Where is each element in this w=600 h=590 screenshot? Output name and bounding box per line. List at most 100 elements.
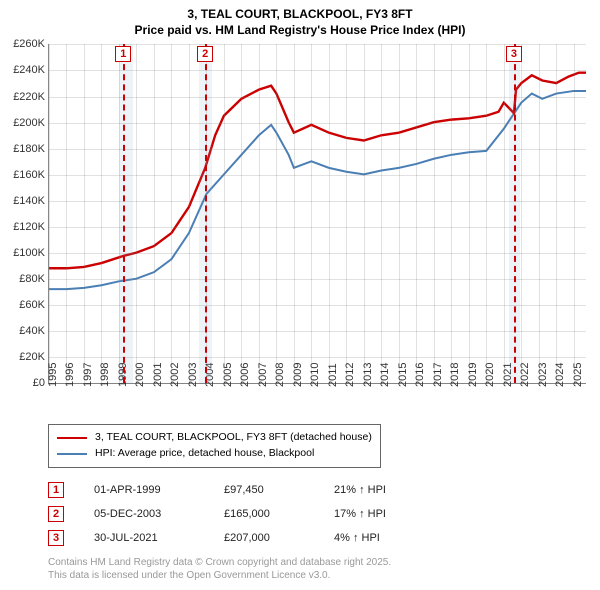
sale-date: 05-DEC-2003 [94, 508, 194, 520]
sales-table: 101-APR-1999£97,45021% ↑ HPI205-DEC-2003… [48, 482, 592, 546]
ytick-label: £140K [13, 195, 49, 207]
xtick-label: 1997 [82, 363, 94, 387]
xtick-label: 2022 [519, 363, 531, 387]
ytick-label: £160K [13, 169, 49, 181]
annotation-marker: 3 [506, 46, 522, 62]
xtick-label: 2000 [134, 363, 146, 387]
legend: 3, TEAL COURT, BLACKPOOL, FY3 8FT (detac… [48, 424, 381, 468]
xtick-label: 1996 [64, 363, 76, 387]
gridline-v [574, 44, 575, 383]
gridline-v [49, 44, 50, 383]
xtick-label: 2013 [362, 363, 374, 387]
gridline-v [241, 44, 242, 383]
annotation-line [205, 44, 207, 383]
sale-date: 01-APR-1999 [94, 484, 194, 496]
sale-price: £207,000 [224, 532, 304, 544]
ytick-label: £80K [19, 273, 49, 285]
sale-price: £97,450 [224, 484, 304, 496]
ytick-label: £260K [13, 38, 49, 50]
xtick-label: 1998 [99, 363, 111, 387]
gridline-v [364, 44, 365, 383]
gridline-v [399, 44, 400, 383]
title-block: 3, TEAL COURT, BLACKPOOL, FY3 8FT Price … [8, 6, 592, 38]
ytick-label: £200K [13, 117, 49, 129]
chart-area: £0£20K£40K£60K£80K£100K£120K£140K£160K£1… [48, 44, 586, 414]
sale-index-badge: 3 [48, 530, 64, 546]
sale-row: 2 05-DEC-2003 £165,000 17% ↑ HPI [48, 506, 592, 522]
xtick-label: 2007 [257, 363, 269, 387]
gridline-v [521, 44, 522, 383]
gridline-v [136, 44, 137, 383]
sale-row: 101-APR-1999£97,45021% ↑ HPI [48, 482, 592, 498]
legend-swatch [57, 453, 87, 455]
legend-label: HPI: Average price, detached house, Blac… [95, 446, 314, 462]
xtick-label: 2020 [484, 363, 496, 387]
gridline-v [381, 44, 382, 383]
gridline-v [171, 44, 172, 383]
legend-swatch [57, 437, 87, 439]
gridline-v [84, 44, 85, 383]
gridline-v [189, 44, 190, 383]
gridline-v [539, 44, 540, 383]
ytick-label: £120K [13, 221, 49, 233]
gridline-v [434, 44, 435, 383]
xtick-label: 2002 [169, 363, 181, 387]
gridline-v [329, 44, 330, 383]
gridline-v [294, 44, 295, 383]
plot-region: £0£20K£40K£60K£80K£100K£120K£140K£160K£1… [48, 44, 586, 384]
gridline-v [224, 44, 225, 383]
gridline-v [276, 44, 277, 383]
xtick-label: 2003 [187, 363, 199, 387]
sale-hpi: 17% ↑ HPI [334, 508, 414, 520]
gridline-v [504, 44, 505, 383]
ytick-label: £240K [13, 64, 49, 76]
gridline-v [416, 44, 417, 383]
sale-row: 3 30-JUL-2021 £207,000 4% ↑ HPI [48, 530, 592, 546]
ytick-label: £20K [19, 351, 49, 363]
xtick-label: 2023 [537, 363, 549, 387]
gridline-v [311, 44, 312, 383]
xtick-label: 2005 [222, 363, 234, 387]
sale-index-badge: 2 [48, 506, 64, 522]
xtick-label: 2018 [449, 363, 461, 387]
attribution-line-1: Contains HM Land Registry data © Crown c… [48, 556, 592, 570]
sale-hpi: 4% ↑ HPI [334, 532, 414, 544]
xtick-label: 2019 [467, 363, 479, 387]
annotation-band [119, 44, 133, 383]
ytick-label: £180K [13, 143, 49, 155]
gridline-v [556, 44, 557, 383]
ytick-label: £220K [13, 91, 49, 103]
annotation-marker: 2 [197, 46, 213, 62]
xtick-label: 2016 [414, 363, 426, 387]
ytick-label: £60K [19, 299, 49, 311]
ytick-label: £100K [13, 247, 49, 259]
gridline-v [154, 44, 155, 383]
xtick-label: 2001 [152, 363, 164, 387]
sale-price: £165,000 [224, 508, 304, 520]
xtick-label: 2024 [554, 363, 566, 387]
xtick-label: 2014 [379, 363, 391, 387]
gridline-v [66, 44, 67, 383]
annotation-line [514, 44, 516, 383]
xtick-label: 2012 [344, 363, 356, 387]
xtick-label: 2017 [432, 363, 444, 387]
xtick-label: 2009 [292, 363, 304, 387]
gridline-v [346, 44, 347, 383]
sale-hpi: 21% ↑ HPI [334, 484, 414, 496]
gridline-v [259, 44, 260, 383]
chart-container: 3, TEAL COURT, BLACKPOOL, FY3 8FT Price … [0, 0, 600, 587]
xtick-label: 2008 [274, 363, 286, 387]
xtick-label: 2025 [572, 363, 584, 387]
gridline-v [486, 44, 487, 383]
gridline-v [451, 44, 452, 383]
annotation-marker: 1 [115, 46, 131, 62]
xtick-label: 2015 [397, 363, 409, 387]
title-line-1: 3, TEAL COURT, BLACKPOOL, FY3 8FT [8, 6, 592, 22]
legend-item: 3, TEAL COURT, BLACKPOOL, FY3 8FT (detac… [57, 430, 372, 446]
attribution-line-2: This data is licensed under the Open Gov… [48, 569, 592, 583]
sale-date: 30-JUL-2021 [94, 532, 194, 544]
annotation-line [123, 44, 125, 383]
legend-item: HPI: Average price, detached house, Blac… [57, 446, 372, 462]
attribution: Contains HM Land Registry data © Crown c… [48, 556, 592, 583]
gridline-v [469, 44, 470, 383]
